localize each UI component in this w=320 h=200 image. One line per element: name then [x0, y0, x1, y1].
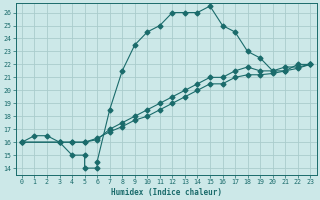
X-axis label: Humidex (Indice chaleur): Humidex (Indice chaleur)	[111, 188, 221, 197]
